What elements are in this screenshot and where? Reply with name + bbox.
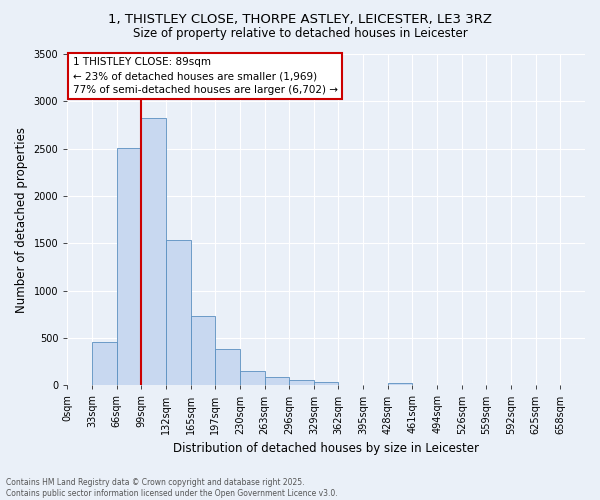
Bar [92,342,116,386]
Text: Contains HM Land Registry data © Crown copyright and database right 2025.
Contai: Contains HM Land Registry data © Crown c… [6,478,338,498]
Bar [215,350,240,386]
Bar [166,240,191,386]
Bar [141,118,166,386]
Text: Size of property relative to detached houses in Leicester: Size of property relative to detached ho… [133,28,467,40]
Text: 1, THISTLEY CLOSE, THORPE ASTLEY, LEICESTER, LE3 3RZ: 1, THISTLEY CLOSE, THORPE ASTLEY, LEICES… [108,12,492,26]
Bar [289,380,314,386]
Bar [314,382,338,386]
Bar [116,148,141,386]
Bar [388,383,412,386]
Bar [191,316,215,386]
Bar [265,377,289,386]
Bar [240,371,265,386]
Y-axis label: Number of detached properties: Number of detached properties [15,126,28,312]
Text: 1 THISTLEY CLOSE: 89sqm
← 23% of detached houses are smaller (1,969)
77% of semi: 1 THISTLEY CLOSE: 89sqm ← 23% of detache… [73,58,338,96]
X-axis label: Distribution of detached houses by size in Leicester: Distribution of detached houses by size … [173,442,479,455]
